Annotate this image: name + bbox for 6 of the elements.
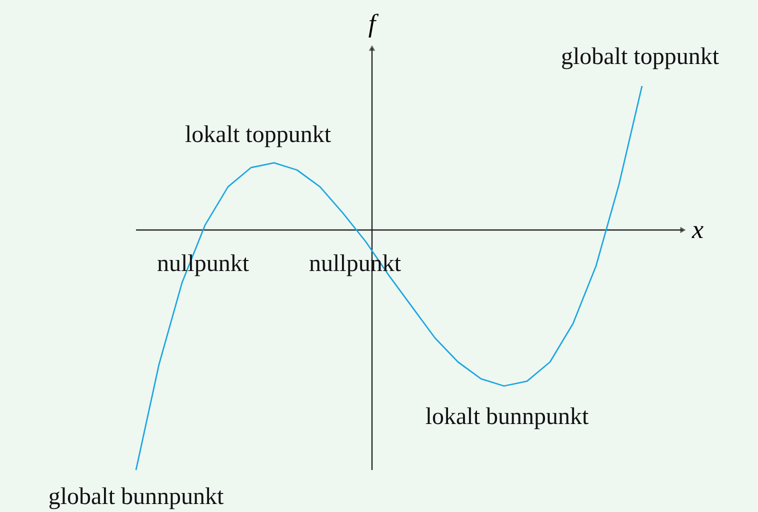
x-axis-title: x	[691, 215, 704, 244]
annotation: lokalt bunnpunkt	[425, 404, 589, 430]
annotation: lokalt toppunkt	[185, 122, 332, 148]
text: globalt toppunkt	[561, 44, 720, 70]
text: globalt bunnpunkt	[48, 484, 224, 510]
y-axis-title: f	[368, 9, 380, 38]
